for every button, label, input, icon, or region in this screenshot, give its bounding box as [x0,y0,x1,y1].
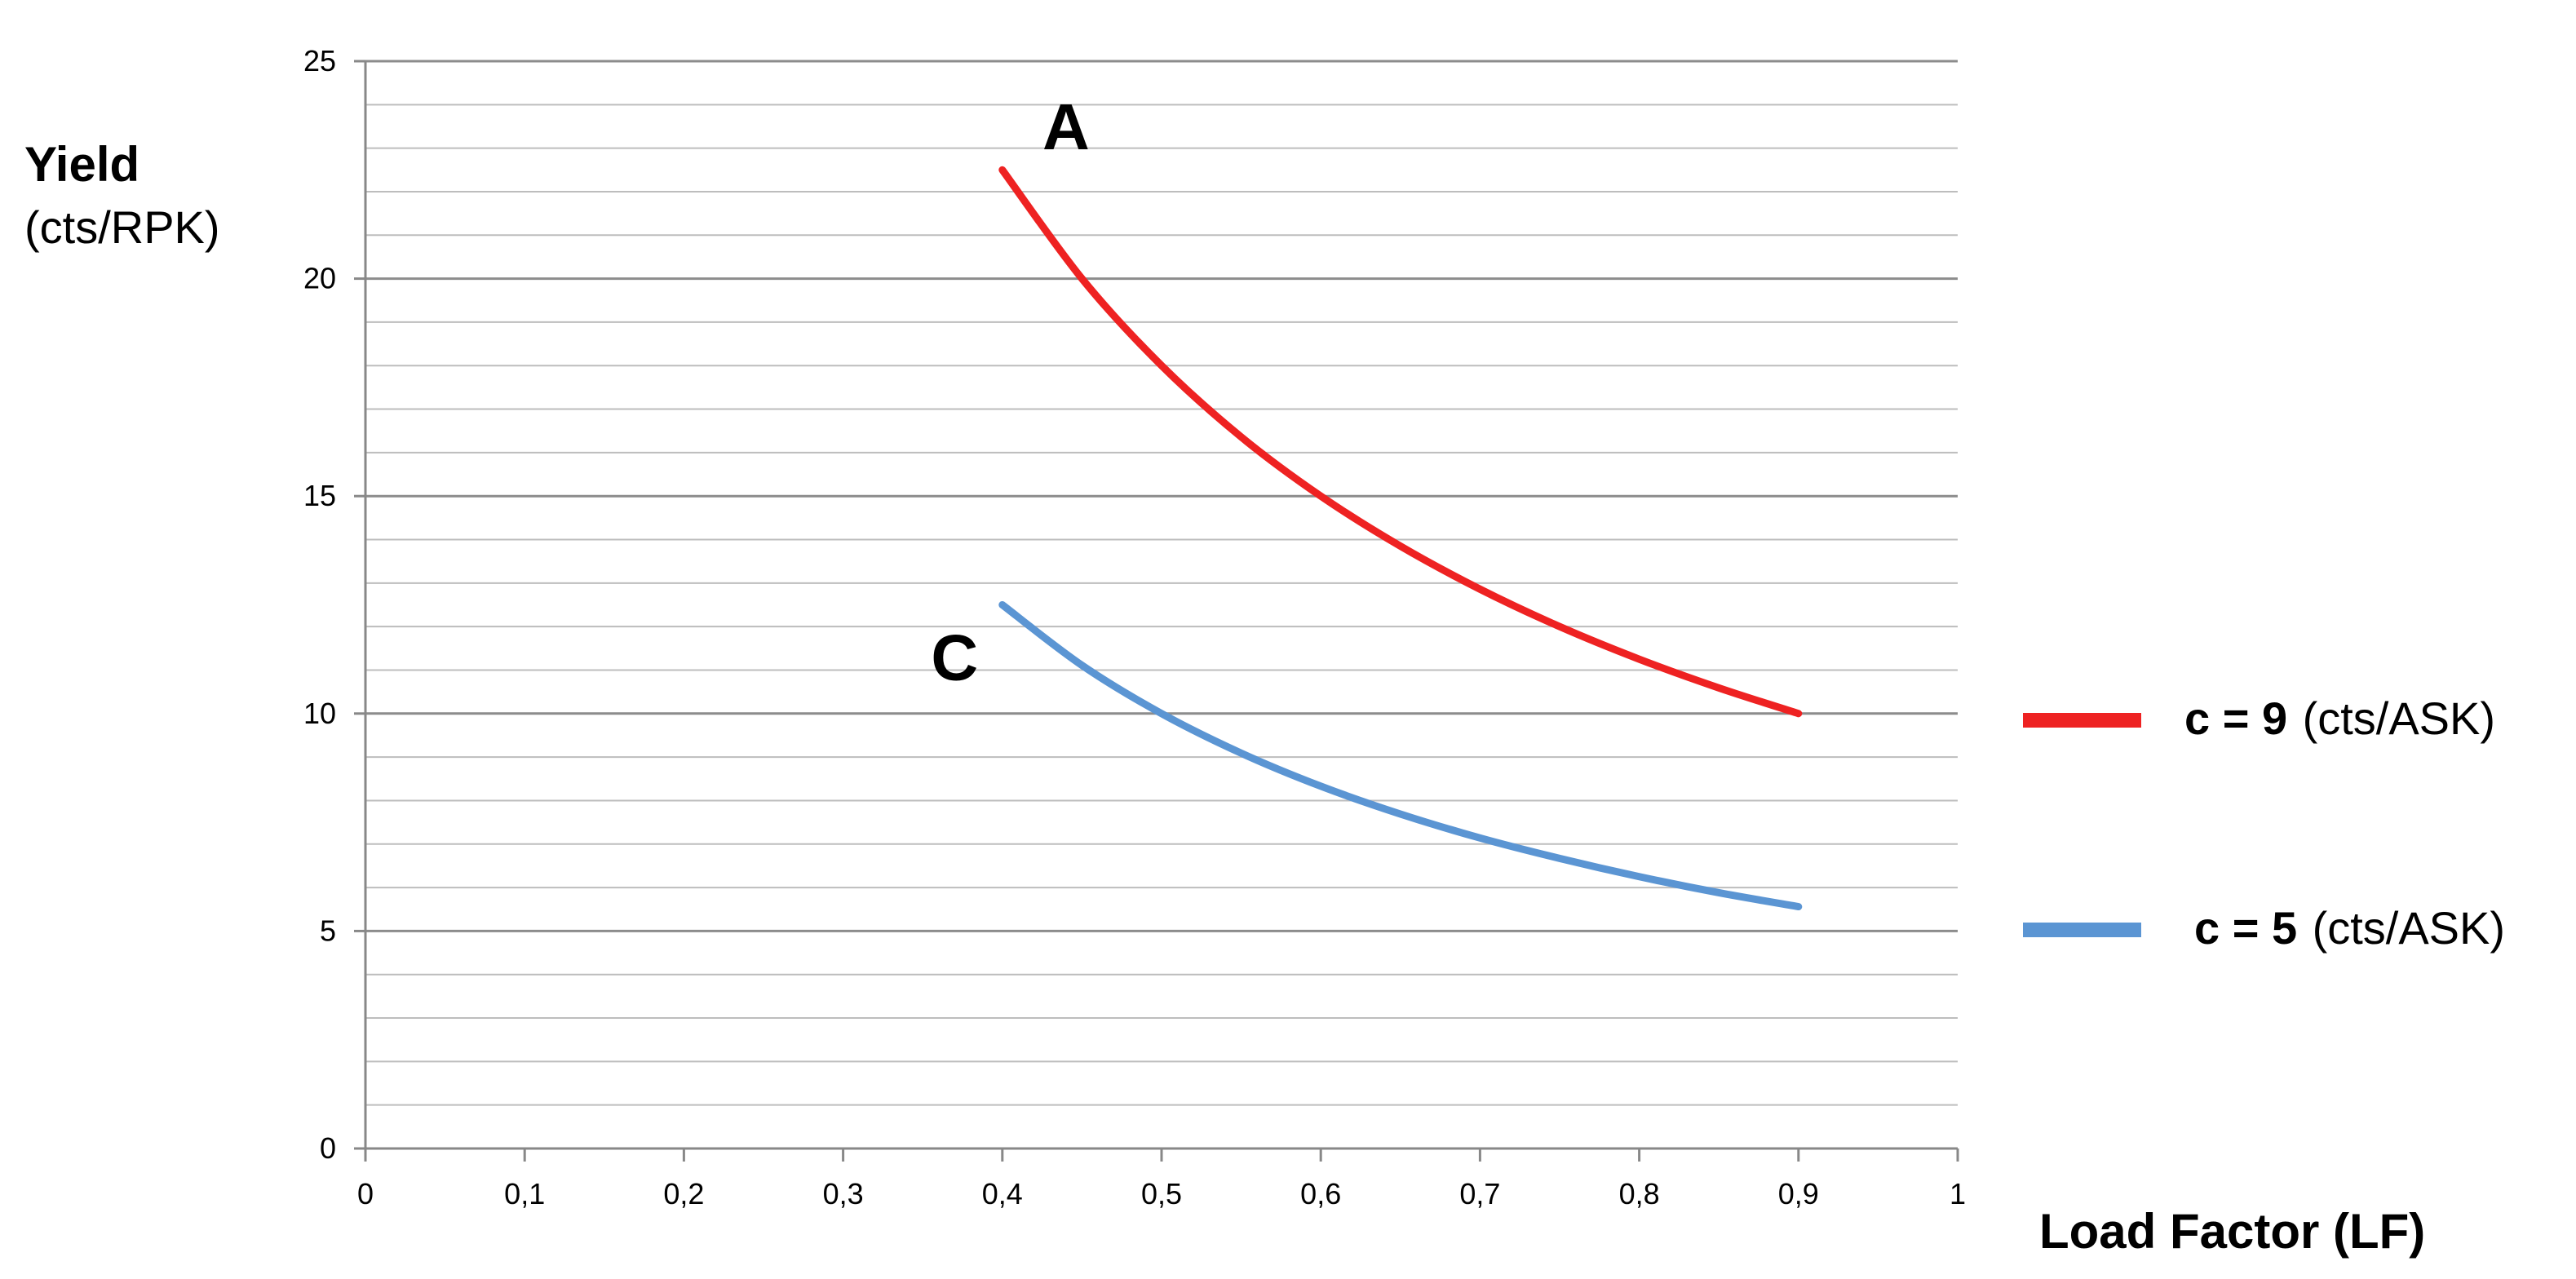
y-tick-label: 25 [303,44,336,77]
series-line [998,601,1803,911]
legend-series-unit: (cts/ASK) [2313,902,2505,954]
legend-series-name: c = 5 [2194,902,2297,954]
y-tick-label: 20 [303,262,336,295]
series-line [998,166,1803,718]
legend-item: c = 9 (cts/ASK) [2023,693,2495,744]
x-tick-label: 0,1 [504,1177,545,1210]
legend-series-name: c = 9 [2184,693,2287,744]
grid [365,60,1958,1106]
x-tick-label: 1 [1950,1177,1966,1210]
legend-label-c5: c = 5 (cts/ASK) [2194,902,2505,954]
series [998,166,1803,911]
y-axis-title: Yield [24,137,139,192]
y-tick-label: 10 [303,697,336,730]
x-tick-label: 0,5 [1141,1177,1182,1210]
axes [364,61,1958,1150]
x-tick-label: 0,6 [1300,1177,1341,1210]
y-axis-unit: (cts/RPK) [24,201,220,253]
annotations: AC [931,91,1089,694]
legend-series-unit: (cts/ASK) [2303,693,2495,744]
curve-annotation: A [1042,91,1090,163]
x-tick-label: 0 [357,1177,374,1210]
legend: c = 9 (cts/ASK) c = 5 (cts/ASK) [2023,693,2505,954]
x-tick-label: 0,7 [1459,1177,1500,1210]
y-tick-label: 5 [320,914,336,947]
x-tick-label: 0,3 [823,1177,864,1210]
x-tick-label: 0,4 [982,1177,1023,1210]
legend-label-c9: c = 9 (cts/ASK) [2184,693,2495,744]
x-tick-label: 0,8 [1619,1177,1660,1210]
x-axis-title: Load Factor (LF) [2039,1204,2425,1259]
curve-annotation: C [931,621,978,693]
tick-labels: 0 5 10 15 20 25 0 0,1 0,2 0,3 0,4 0,5 0,6 0,7 0,8 0,9 1 [303,44,1966,1210]
y-tick-label: 15 [303,479,336,512]
x-tick-label: 0,2 [663,1177,704,1210]
y-tick-label: 0 [320,1131,336,1165]
legend-item: c = 5 (cts/ASK) [2023,902,2505,954]
x-tick-label: 0,9 [1778,1177,1819,1210]
